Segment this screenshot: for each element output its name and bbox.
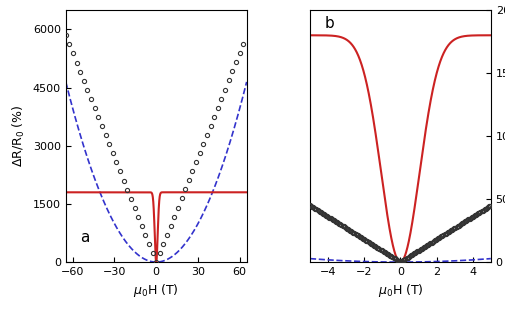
X-axis label: $\mu_0$H (T): $\mu_0$H (T) bbox=[133, 283, 179, 299]
Text: a: a bbox=[80, 230, 89, 245]
Y-axis label: $\Delta$R/R$_0$ (%): $\Delta$R/R$_0$ (%) bbox=[11, 105, 27, 167]
X-axis label: $\mu_0$H (T): $\mu_0$H (T) bbox=[377, 283, 422, 299]
Text: b: b bbox=[324, 16, 333, 31]
